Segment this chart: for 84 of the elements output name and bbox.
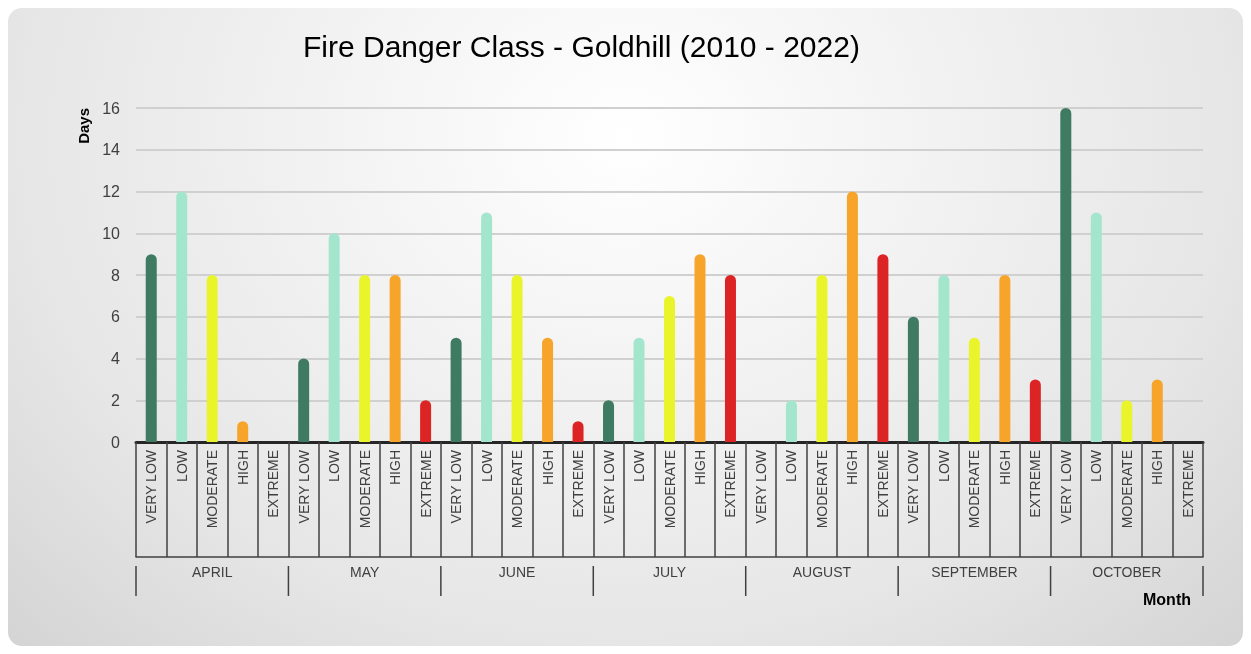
x-tick-label: VERY LOW (600, 449, 617, 524)
x-tick-label: VERY LOW (143, 449, 160, 524)
x-tick-label: LOW (1088, 449, 1105, 482)
bar (938, 275, 950, 442)
bar (846, 191, 858, 442)
text: APRIL (191, 564, 233, 580)
x-tick-label: HIGH (996, 450, 1013, 485)
bar (359, 275, 371, 442)
y-tick-label: 4 (111, 350, 121, 367)
bar (664, 295, 675, 442)
bar (542, 337, 554, 442)
x-tick-label: HIGH (234, 450, 251, 485)
text: JULY (652, 564, 687, 580)
x-tick-label: VERY LOW (752, 449, 769, 524)
text: JUNE (498, 564, 536, 580)
bar (633, 337, 645, 442)
bar (1060, 108, 1072, 442)
bar (877, 254, 889, 442)
bar (206, 275, 218, 442)
y-tick-label: 16 (102, 99, 121, 117)
y-tick-label: 8 (111, 266, 121, 284)
y-tick-label: 10 (102, 224, 121, 242)
x-tick-label: LOW (631, 449, 648, 482)
x-tick-label: MODERATE (966, 450, 983, 529)
bar (176, 191, 188, 442)
x-tick-label: LOW (783, 449, 800, 482)
bar (785, 400, 797, 442)
x-tick-label: EXTREME (1027, 450, 1044, 518)
bar (389, 275, 401, 442)
bar (694, 254, 706, 442)
bar (968, 337, 980, 442)
x-tick-label: VERY LOW (905, 449, 922, 524)
x-tick-label: LOW (478, 449, 495, 482)
x-tick-label: VERY LOW (295, 449, 312, 524)
x-tick-label: HIGH (691, 450, 708, 485)
bar (603, 400, 615, 442)
x-tick-label: HIGH (844, 450, 861, 485)
bar (1029, 379, 1041, 442)
bar (1151, 379, 1163, 442)
bar (481, 212, 493, 442)
x-tick-label: HIGH (387, 450, 404, 485)
x-axis-title: Month (1143, 590, 1191, 608)
x-tick-label: MODERATE (813, 450, 830, 529)
bar (511, 275, 523, 442)
x-tick-label: EXTREME (722, 450, 739, 518)
bar (999, 275, 1011, 442)
bar (420, 400, 432, 442)
x-tick-label: EXTREME (265, 450, 282, 518)
bar (450, 337, 462, 442)
x-tick-label: HIGH (539, 450, 556, 485)
text: MAY (349, 564, 380, 580)
x-tick-label: MODERATE (661, 450, 678, 529)
x-tick-label: LOW (326, 449, 343, 482)
y-tick-label: 6 (111, 308, 121, 326)
bar (328, 233, 340, 442)
y-tick-label: 0 (111, 433, 121, 451)
x-tick-label: EXTREME (417, 450, 434, 518)
x-tick-label: MODERATE (509, 450, 526, 529)
bar (816, 275, 828, 442)
x-tick-label: HIGH (1149, 450, 1166, 485)
x-tick-label: EXTREME (570, 450, 587, 518)
y-tick-label: 12 (102, 183, 121, 200)
x-tick-label: VERY LOW (1057, 449, 1074, 524)
bar (1121, 400, 1133, 442)
x-tick-label: MODERATE (356, 450, 373, 529)
x-tick-label: LOW (173, 449, 190, 482)
y-tick-label: 14 (102, 141, 121, 159)
text: AUGUST (792, 564, 852, 580)
y-tick-label: 2 (111, 391, 121, 409)
x-tick-label: MODERATE (204, 450, 221, 529)
y-axis-title: Days (75, 108, 92, 144)
bar (1090, 212, 1102, 442)
x-tick-label: VERY LOW (448, 449, 465, 524)
bar (298, 358, 310, 442)
x-tick-label: EXTREME (874, 450, 891, 518)
x-tick-label: LOW (935, 449, 952, 482)
text: SEPTEMBER (931, 564, 1018, 580)
text: OCTOBER (1092, 564, 1162, 580)
x-tick-label: MODERATE (1118, 450, 1135, 529)
bar (145, 254, 157, 442)
bar (907, 316, 919, 442)
bar (724, 275, 736, 442)
x-tick-label: EXTREME (1179, 450, 1196, 518)
chart-title: Fire Danger Class - Goldhill (2010 - 2022) (303, 29, 860, 63)
